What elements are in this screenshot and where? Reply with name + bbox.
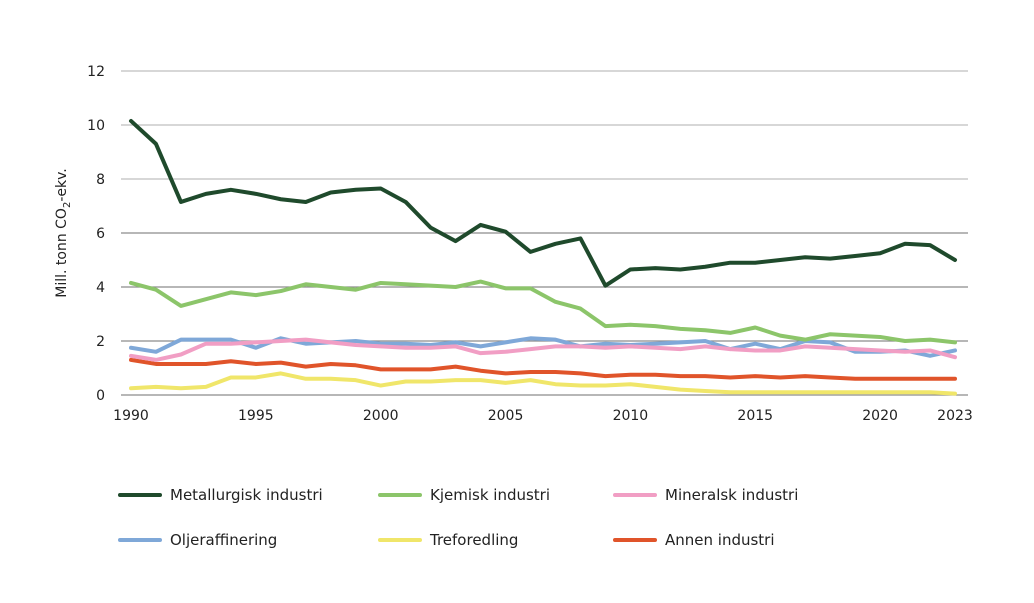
series-lines	[129, 118, 957, 396]
series-line-kjemisk-industri	[129, 279, 957, 345]
y-tick-label: 8	[96, 172, 105, 188]
y-axis-label: Mill. tonn CO2-ekv.	[54, 168, 73, 298]
x-tick-label: 2005	[488, 408, 524, 424]
x-tick-label: 1995	[238, 408, 274, 424]
series-line-metallurgisk-industri	[129, 118, 957, 288]
series-line-treforedling	[129, 371, 957, 396]
y-tick-label: 12	[87, 64, 105, 80]
x-tick-label: 1990	[113, 408, 149, 424]
legend-item: Oljeraffinering	[118, 531, 277, 549]
legend-label: Oljeraffinering	[170, 531, 277, 549]
y-tick-label: 4	[96, 280, 105, 296]
legend-item: Annen industri	[613, 531, 775, 549]
x-tick-label: 2023	[937, 408, 973, 424]
legend-label: Annen industri	[665, 531, 775, 549]
legend-item: Mineralsk industri	[613, 486, 798, 504]
legend-label: Kjemisk industri	[430, 486, 550, 504]
legend-item: Kjemisk industri	[378, 486, 550, 504]
legend-label: Mineralsk industri	[665, 486, 798, 504]
y-axis-ticks: 0 2 4 6 8 10 12	[87, 64, 105, 404]
x-tick-label: 2000	[363, 408, 399, 424]
y-tick-label: 6	[96, 226, 105, 242]
series-line-annen-industri	[129, 357, 957, 381]
x-axis-ticks: 1990 1995 2000 2005 2010 2015 2020 2023	[113, 408, 973, 424]
legend-item: Treforedling	[378, 531, 518, 549]
legend-label: Treforedling	[429, 531, 518, 549]
series-line-mineralsk-industri	[129, 337, 957, 362]
x-tick-label: 2020	[862, 408, 898, 424]
legend-item: Metallurgisk industri	[118, 486, 323, 504]
legend-label: Metallurgisk industri	[170, 486, 323, 504]
y-tick-label: 10	[87, 118, 105, 134]
x-tick-label: 2010	[613, 408, 649, 424]
y-tick-label: 0	[96, 388, 105, 404]
x-tick-label: 2015	[737, 408, 773, 424]
y-tick-label: 2	[96, 334, 105, 350]
legend: Metallurgisk industri Kjemisk industri Min…	[118, 486, 798, 549]
